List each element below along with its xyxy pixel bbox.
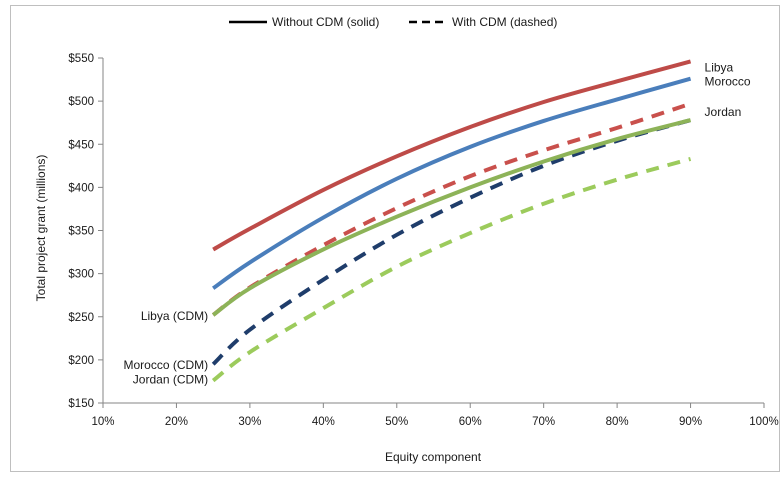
y-tick-label: $200 (68, 355, 94, 367)
y-tick-label: $500 (68, 96, 94, 108)
y-tick-label: $150 (68, 398, 94, 410)
x-tick-label: 60% (459, 416, 482, 428)
series-label-morocco-cdm: Morocco (CDM) (123, 358, 208, 372)
x-tick-label: 90% (679, 416, 702, 428)
y-tick-label: $550 (68, 53, 94, 65)
x-tick-label: 10% (91, 416, 114, 428)
x-axis-title: Equity component (385, 450, 482, 464)
chart-frame (10, 5, 780, 472)
y-tick-label: $250 (68, 312, 94, 324)
y-tick-label: $400 (68, 182, 94, 194)
series-line-jordan (211, 118, 692, 317)
series-label-jordan: Jordan (705, 105, 742, 119)
axes: $150 $200 $250 $300 $350 $400 $450 $500 $550 10% 2… (68, 53, 778, 428)
series-line-morocco-cdm (211, 118, 692, 366)
legend-entry-dashed: With CDM (dashed) (452, 15, 557, 29)
x-tick-label: 20% (165, 416, 188, 428)
series-line-jordan-cdm (211, 156, 692, 383)
series-line-libya-cdm (211, 101, 692, 317)
series-line-morocco (212, 76, 692, 290)
x-tick-label: 40% (312, 416, 335, 428)
series-label-jordan-cdm: Jordan (CDM) (133, 373, 208, 387)
x-tick-label: 30% (238, 416, 261, 428)
legend: Without CDM (solid) With CDM (dashed) (229, 15, 557, 29)
series-line-libya (212, 59, 692, 252)
x-tick-label: 100% (749, 416, 778, 428)
series-label-libya: Libya (705, 60, 734, 74)
x-tick-label: 50% (385, 416, 408, 428)
x-tick-label: 70% (532, 416, 555, 428)
series-label-libya-cdm: Libya (CDM) (141, 309, 208, 323)
y-tick-label: $300 (68, 269, 94, 281)
y-tick-label: $450 (68, 139, 94, 151)
legend-entry-solid: Without CDM (solid) (272, 15, 379, 29)
x-tick-label: 80% (606, 416, 629, 428)
y-axis-title: Total project grant (millions) (34, 155, 48, 302)
y-tick-label: $350 (68, 226, 94, 238)
series-layer (211, 59, 692, 383)
series-label-morocco: Morocco (705, 75, 751, 89)
